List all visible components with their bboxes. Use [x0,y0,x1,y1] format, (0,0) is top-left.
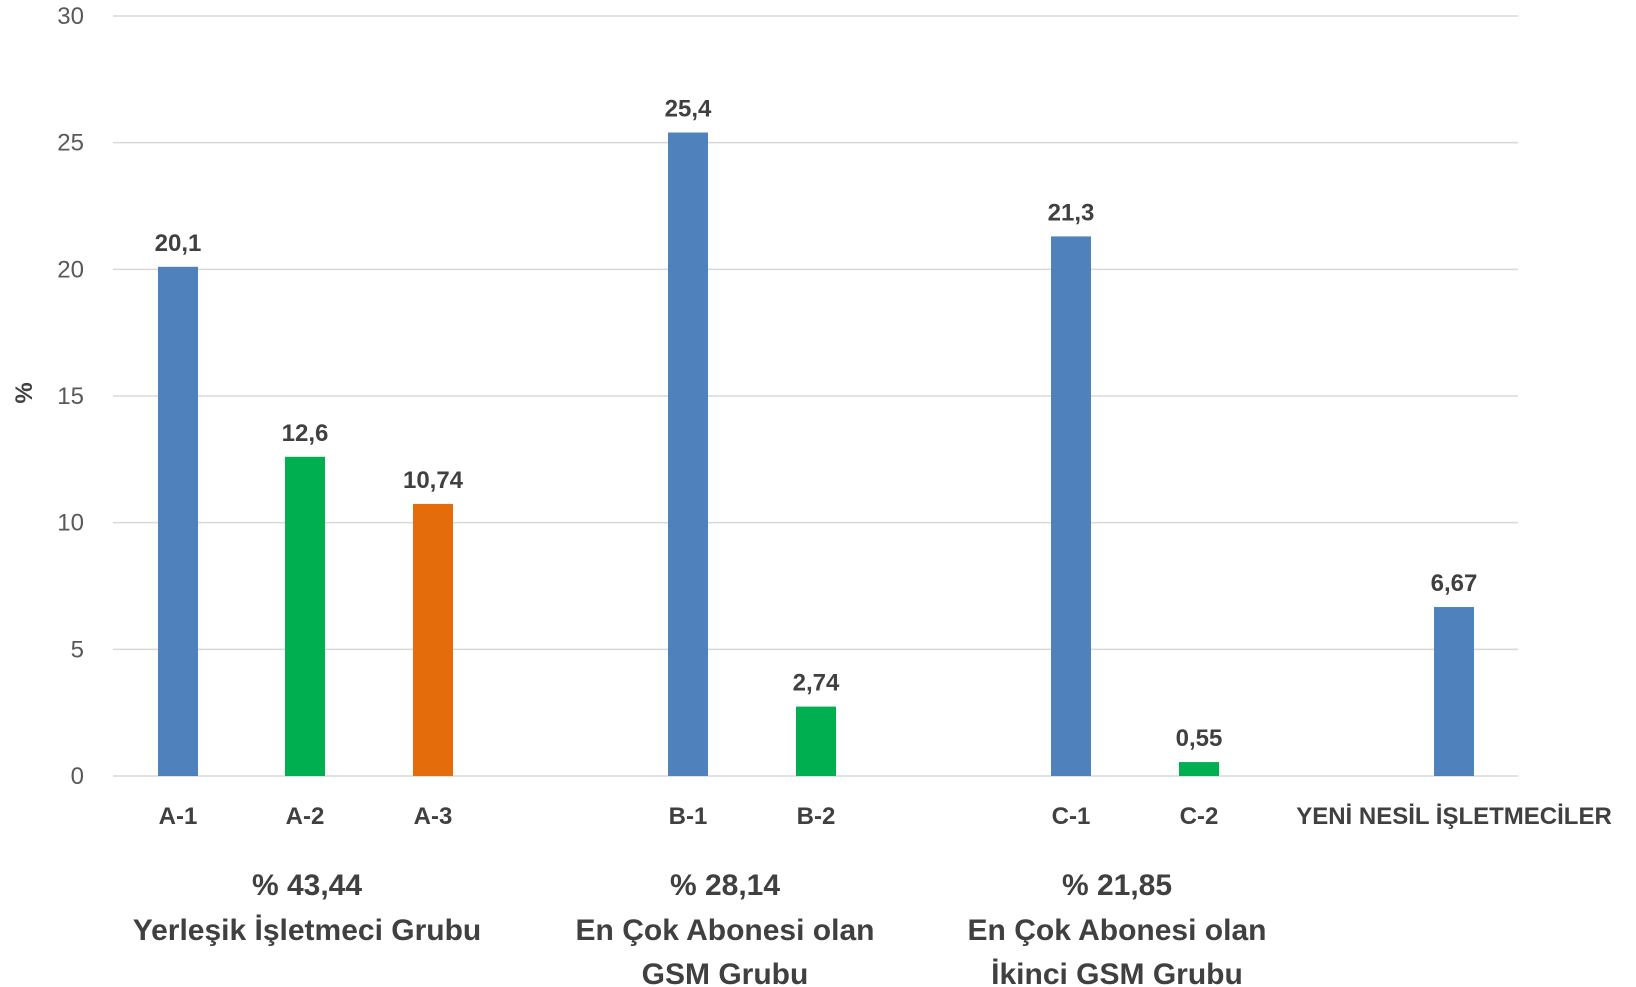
y-tick-label: 15 [57,383,84,410]
category-label: B-1 [669,803,708,830]
category-labels: A-1 A-2 A-3 B-1 B-2 C-1 C-2 YENİ NESİL İŞLETMEC… [159,803,1612,830]
group-label-line: İkinci GSM Grubu [991,958,1243,987]
category-label: B-2 [797,803,836,830]
category-label: C-2 [1180,803,1219,830]
value-label: 2,74 [793,670,840,697]
value-label: 21,3 [1048,199,1095,226]
category-label: A-1 [159,803,198,830]
group-label-1: % 43,44 Yerleşik İşletmeci Grubu [133,869,482,947]
group-label-line: En Çok Abonesi olan [576,914,875,947]
bar-A-1 [158,266,198,776]
category-label: YENİ NESİL İŞLETMECİLER [1296,803,1612,830]
bar-C-1 [1051,236,1091,776]
group-label-line: Yerleşik İşletmeci Grubu [133,914,482,947]
value-labels: 20,1 12,6 10,74 25,4 2,74 21,3 0,55 6,67 [155,96,1478,753]
y-tick-label: 0 [71,763,84,790]
bar-A-2 [285,456,325,776]
bars [158,132,1474,777]
group-label-line: GSM Grubu [642,958,809,987]
bar-A-3 [413,503,453,776]
bar-B-1 [668,132,708,777]
group-label-line: % 21,85 [1062,869,1172,902]
bar-B-2 [796,706,836,776]
group-label-line: % 28,14 [670,869,780,902]
category-label: A-3 [414,803,453,830]
value-label: 12,6 [282,420,329,447]
category-label: C-1 [1052,803,1091,830]
y-tick-label: 20 [57,256,84,283]
value-label: 10,74 [403,467,464,494]
value-label: 0,55 [1176,725,1223,752]
group-label-2: % 28,14 En Çok Abonesi olan GSM Grubu [576,869,875,987]
y-axis-label: % [11,382,38,403]
y-tick-label: 5 [71,636,84,663]
category-label: A-2 [286,803,325,830]
group-label-line: % 43,44 [252,869,362,902]
value-label: 25,4 [665,96,712,123]
value-label: 6,67 [1431,570,1478,597]
grid-lines [113,15,1518,777]
y-tick-label: 10 [57,510,84,537]
y-tick-label: 25 [57,130,84,157]
group-label-3: % 21,85 En Çok Abonesi olan İkinci GSM Gru… [968,869,1267,987]
y-axis-ticks: 0 5 10 15 20 25 30 [57,3,84,790]
value-label: 20,1 [155,230,202,257]
y-tick-label: 30 [57,3,84,30]
group-labels: % 43,44 Yerleşik İşletmeci Grubu % 28,14 En… [133,869,1267,987]
bar-YENİ NESİL İŞLETMECİLER [1434,607,1474,776]
bar-C-2 [1179,762,1219,776]
group-label-line: En Çok Abonesi olan [968,914,1267,947]
